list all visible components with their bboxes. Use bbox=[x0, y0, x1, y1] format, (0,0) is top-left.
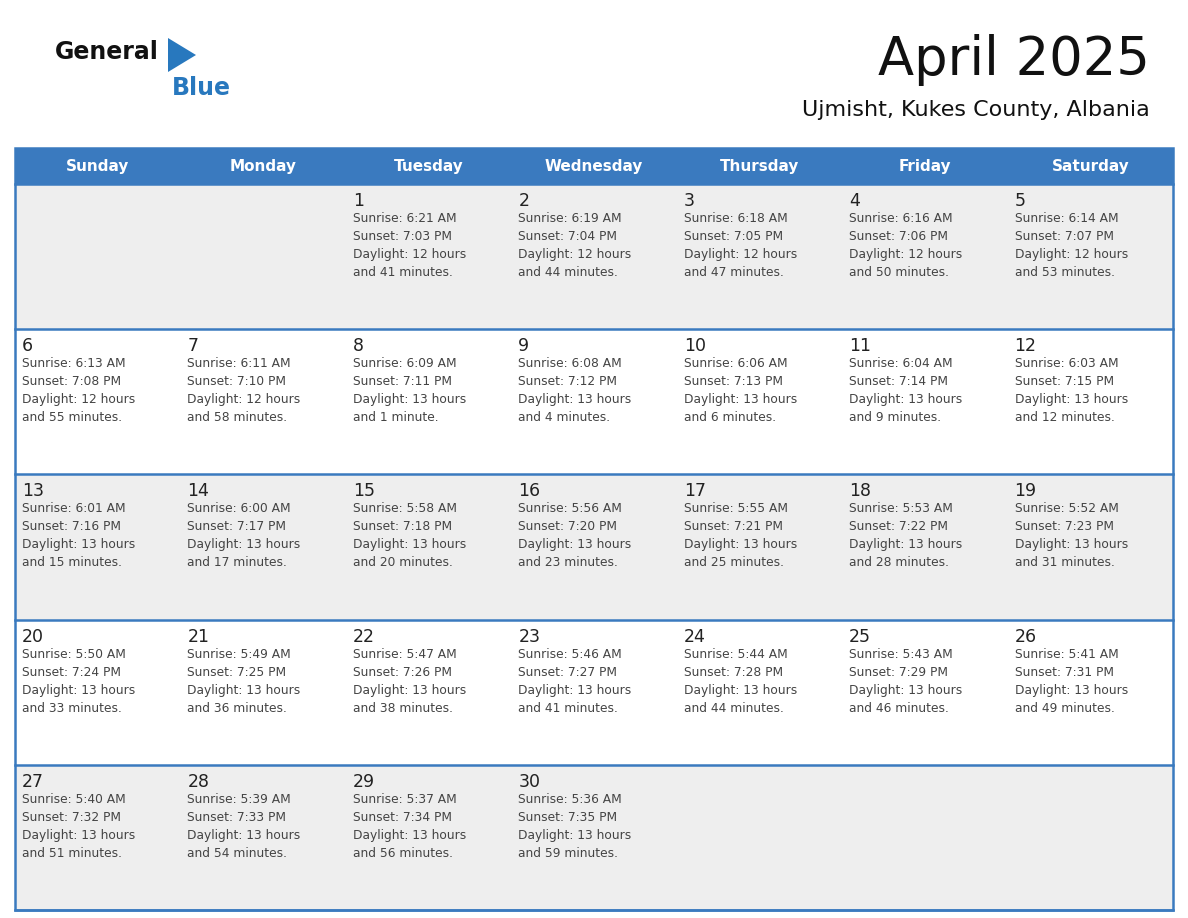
Bar bbox=[181, 148, 346, 184]
Text: Sunrise: 5:36 AM
Sunset: 7:35 PM
Daylight: 13 hours
and 59 minutes.: Sunrise: 5:36 AM Sunset: 7:35 PM Dayligh… bbox=[518, 793, 632, 860]
Text: Sunrise: 6:03 AM
Sunset: 7:15 PM
Daylight: 13 hours
and 12 minutes.: Sunrise: 6:03 AM Sunset: 7:15 PM Dayligh… bbox=[1015, 357, 1127, 424]
Text: 3: 3 bbox=[684, 192, 695, 210]
Text: Sunrise: 5:47 AM
Sunset: 7:26 PM
Daylight: 13 hours
and 38 minutes.: Sunrise: 5:47 AM Sunset: 7:26 PM Dayligh… bbox=[353, 647, 466, 714]
Bar bbox=[15, 765, 1173, 910]
Text: Friday: Friday bbox=[898, 159, 952, 174]
Text: Thursday: Thursday bbox=[720, 159, 800, 174]
Text: Sunrise: 5:58 AM
Sunset: 7:18 PM
Daylight: 13 hours
and 20 minutes.: Sunrise: 5:58 AM Sunset: 7:18 PM Dayligh… bbox=[353, 502, 466, 569]
Text: Saturday: Saturday bbox=[1051, 159, 1129, 174]
Text: Ujmisht, Kukes County, Albania: Ujmisht, Kukes County, Albania bbox=[802, 100, 1150, 120]
Text: 10: 10 bbox=[684, 337, 706, 355]
Text: Sunrise: 6:14 AM
Sunset: 7:07 PM
Daylight: 12 hours
and 53 minutes.: Sunrise: 6:14 AM Sunset: 7:07 PM Dayligh… bbox=[1015, 212, 1127, 279]
Text: 30: 30 bbox=[518, 773, 541, 790]
Text: Monday: Monday bbox=[229, 159, 297, 174]
Text: 5: 5 bbox=[1015, 192, 1025, 210]
Text: 1: 1 bbox=[353, 192, 364, 210]
Text: 12: 12 bbox=[1015, 337, 1037, 355]
Text: Sunrise: 5:41 AM
Sunset: 7:31 PM
Daylight: 13 hours
and 49 minutes.: Sunrise: 5:41 AM Sunset: 7:31 PM Dayligh… bbox=[1015, 647, 1127, 714]
Text: Sunrise: 6:13 AM
Sunset: 7:08 PM
Daylight: 12 hours
and 55 minutes.: Sunrise: 6:13 AM Sunset: 7:08 PM Dayligh… bbox=[23, 357, 135, 424]
Text: Sunrise: 5:52 AM
Sunset: 7:23 PM
Daylight: 13 hours
and 31 minutes.: Sunrise: 5:52 AM Sunset: 7:23 PM Dayligh… bbox=[1015, 502, 1127, 569]
Text: 18: 18 bbox=[849, 482, 871, 500]
Text: Sunrise: 6:01 AM
Sunset: 7:16 PM
Daylight: 13 hours
and 15 minutes.: Sunrise: 6:01 AM Sunset: 7:16 PM Dayligh… bbox=[23, 502, 135, 569]
Text: Sunrise: 6:00 AM
Sunset: 7:17 PM
Daylight: 13 hours
and 17 minutes.: Sunrise: 6:00 AM Sunset: 7:17 PM Dayligh… bbox=[188, 502, 301, 569]
Text: 21: 21 bbox=[188, 628, 209, 645]
Text: Sunrise: 5:55 AM
Sunset: 7:21 PM
Daylight: 13 hours
and 25 minutes.: Sunrise: 5:55 AM Sunset: 7:21 PM Dayligh… bbox=[684, 502, 797, 569]
Bar bbox=[15, 184, 1173, 330]
Text: Sunrise: 5:56 AM
Sunset: 7:20 PM
Daylight: 13 hours
and 23 minutes.: Sunrise: 5:56 AM Sunset: 7:20 PM Dayligh… bbox=[518, 502, 632, 569]
Text: 16: 16 bbox=[518, 482, 541, 500]
Text: Sunrise: 5:40 AM
Sunset: 7:32 PM
Daylight: 13 hours
and 51 minutes.: Sunrise: 5:40 AM Sunset: 7:32 PM Dayligh… bbox=[23, 793, 135, 860]
Text: Sunrise: 5:43 AM
Sunset: 7:29 PM
Daylight: 13 hours
and 46 minutes.: Sunrise: 5:43 AM Sunset: 7:29 PM Dayligh… bbox=[849, 647, 962, 714]
Text: 9: 9 bbox=[518, 337, 530, 355]
Text: 23: 23 bbox=[518, 628, 541, 645]
Text: 2: 2 bbox=[518, 192, 530, 210]
Bar bbox=[1007, 148, 1173, 184]
Text: 27: 27 bbox=[23, 773, 44, 790]
Bar bbox=[15, 475, 1173, 620]
Text: 25: 25 bbox=[849, 628, 871, 645]
Text: Sunrise: 6:19 AM
Sunset: 7:04 PM
Daylight: 12 hours
and 44 minutes.: Sunrise: 6:19 AM Sunset: 7:04 PM Dayligh… bbox=[518, 212, 632, 279]
Text: Sunrise: 6:16 AM
Sunset: 7:06 PM
Daylight: 12 hours
and 50 minutes.: Sunrise: 6:16 AM Sunset: 7:06 PM Dayligh… bbox=[849, 212, 962, 279]
Text: Sunrise: 6:11 AM
Sunset: 7:10 PM
Daylight: 12 hours
and 58 minutes.: Sunrise: 6:11 AM Sunset: 7:10 PM Dayligh… bbox=[188, 357, 301, 424]
Text: Wednesday: Wednesday bbox=[545, 159, 643, 174]
Text: 29: 29 bbox=[353, 773, 375, 790]
Text: Sunrise: 6:06 AM
Sunset: 7:13 PM
Daylight: 13 hours
and 6 minutes.: Sunrise: 6:06 AM Sunset: 7:13 PM Dayligh… bbox=[684, 357, 797, 424]
Bar bbox=[15, 330, 1173, 475]
Text: Sunrise: 6:04 AM
Sunset: 7:14 PM
Daylight: 13 hours
and 9 minutes.: Sunrise: 6:04 AM Sunset: 7:14 PM Dayligh… bbox=[849, 357, 962, 424]
Text: 22: 22 bbox=[353, 628, 375, 645]
Text: Sunrise: 5:46 AM
Sunset: 7:27 PM
Daylight: 13 hours
and 41 minutes.: Sunrise: 5:46 AM Sunset: 7:27 PM Dayligh… bbox=[518, 647, 632, 714]
Bar bbox=[15, 148, 181, 184]
Text: 19: 19 bbox=[1015, 482, 1037, 500]
Text: 4: 4 bbox=[849, 192, 860, 210]
Text: Sunrise: 5:37 AM
Sunset: 7:34 PM
Daylight: 13 hours
and 56 minutes.: Sunrise: 5:37 AM Sunset: 7:34 PM Dayligh… bbox=[353, 793, 466, 860]
Text: 24: 24 bbox=[684, 628, 706, 645]
Text: 14: 14 bbox=[188, 482, 209, 500]
Text: Blue: Blue bbox=[172, 76, 230, 100]
Text: Sunrise: 6:18 AM
Sunset: 7:05 PM
Daylight: 12 hours
and 47 minutes.: Sunrise: 6:18 AM Sunset: 7:05 PM Dayligh… bbox=[684, 212, 797, 279]
Bar bbox=[346, 148, 511, 184]
Text: Sunday: Sunday bbox=[67, 159, 129, 174]
Text: 15: 15 bbox=[353, 482, 375, 500]
Text: 8: 8 bbox=[353, 337, 364, 355]
Text: 6: 6 bbox=[23, 337, 33, 355]
Text: 20: 20 bbox=[23, 628, 44, 645]
Bar bbox=[677, 148, 842, 184]
Bar bbox=[842, 148, 1007, 184]
Text: 17: 17 bbox=[684, 482, 706, 500]
Text: Sunrise: 6:09 AM
Sunset: 7:11 PM
Daylight: 13 hours
and 1 minute.: Sunrise: 6:09 AM Sunset: 7:11 PM Dayligh… bbox=[353, 357, 466, 424]
Text: 28: 28 bbox=[188, 773, 209, 790]
Text: 11: 11 bbox=[849, 337, 871, 355]
Text: Sunrise: 5:39 AM
Sunset: 7:33 PM
Daylight: 13 hours
and 54 minutes.: Sunrise: 5:39 AM Sunset: 7:33 PM Dayligh… bbox=[188, 793, 301, 860]
Text: Sunrise: 5:50 AM
Sunset: 7:24 PM
Daylight: 13 hours
and 33 minutes.: Sunrise: 5:50 AM Sunset: 7:24 PM Dayligh… bbox=[23, 647, 135, 714]
Bar bbox=[15, 148, 1173, 910]
Text: 7: 7 bbox=[188, 337, 198, 355]
Bar bbox=[15, 620, 1173, 765]
Polygon shape bbox=[168, 38, 196, 72]
Text: 13: 13 bbox=[23, 482, 44, 500]
Text: 26: 26 bbox=[1015, 628, 1037, 645]
Text: Sunrise: 5:44 AM
Sunset: 7:28 PM
Daylight: 13 hours
and 44 minutes.: Sunrise: 5:44 AM Sunset: 7:28 PM Dayligh… bbox=[684, 647, 797, 714]
Text: Sunrise: 5:53 AM
Sunset: 7:22 PM
Daylight: 13 hours
and 28 minutes.: Sunrise: 5:53 AM Sunset: 7:22 PM Dayligh… bbox=[849, 502, 962, 569]
Text: April 2025: April 2025 bbox=[878, 34, 1150, 86]
Text: Sunrise: 6:21 AM
Sunset: 7:03 PM
Daylight: 12 hours
and 41 minutes.: Sunrise: 6:21 AM Sunset: 7:03 PM Dayligh… bbox=[353, 212, 466, 279]
Bar bbox=[511, 148, 677, 184]
Text: Sunrise: 5:49 AM
Sunset: 7:25 PM
Daylight: 13 hours
and 36 minutes.: Sunrise: 5:49 AM Sunset: 7:25 PM Dayligh… bbox=[188, 647, 301, 714]
Text: Tuesday: Tuesday bbox=[393, 159, 463, 174]
Text: General: General bbox=[55, 40, 159, 64]
Text: Sunrise: 6:08 AM
Sunset: 7:12 PM
Daylight: 13 hours
and 4 minutes.: Sunrise: 6:08 AM Sunset: 7:12 PM Dayligh… bbox=[518, 357, 632, 424]
